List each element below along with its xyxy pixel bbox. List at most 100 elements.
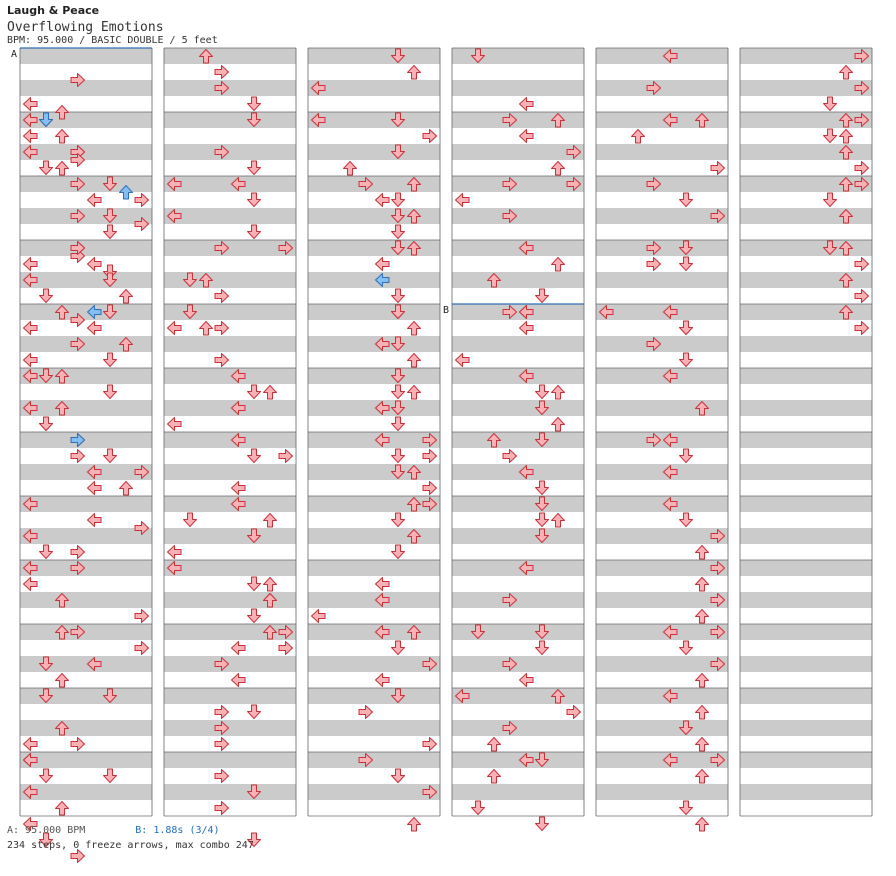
step-arrow-down-icon: [103, 208, 117, 223]
step-arrow-right-icon: [710, 209, 725, 223]
step-arrow-right-icon: [358, 705, 373, 719]
bpm-legend: A: 95.000 BPM B: 1.88s (3/4): [7, 825, 220, 836]
beat-stripe: [308, 496, 440, 512]
step-arrow-down-icon: [391, 768, 405, 783]
beat-stripe: [164, 112, 296, 128]
beat-stripe: [596, 400, 728, 416]
step-arrow-down-icon: [679, 192, 693, 207]
beat-stripe: [452, 208, 584, 224]
step-arrow-up-icon: [119, 185, 133, 200]
step-arrow-down-icon: [391, 640, 405, 655]
beat-stripe: [20, 272, 152, 288]
step-arrow-up-icon: [407, 209, 421, 224]
step-arrow-up-icon: [695, 705, 709, 720]
beat-stripe: [308, 336, 440, 352]
beat-stripe: [596, 560, 728, 576]
beat-stripe: [20, 80, 152, 96]
step-arrow-down-icon: [535, 496, 549, 511]
step-arrow-down-icon: [39, 688, 53, 703]
beat-stripe: [308, 720, 440, 736]
step-arrow-left-icon: [663, 49, 678, 63]
step-arrow-right-icon: [502, 721, 517, 735]
step-arrow-right-icon: [854, 113, 869, 127]
step-arrow-left-icon: [519, 673, 534, 687]
beat-stripe: [164, 496, 296, 512]
step-arrow-up-icon: [839, 129, 853, 144]
step-arrow-left-icon: [375, 257, 390, 271]
step-arrow-right-icon: [134, 521, 149, 535]
step-arrow-up-icon: [263, 593, 277, 608]
beat-stripe: [596, 688, 728, 704]
beat-stripe: [308, 368, 440, 384]
step-arrow-left-icon: [87, 657, 102, 671]
step-arrow-left-icon: [519, 129, 534, 143]
step-arrow-down-icon: [247, 576, 261, 591]
beat-stripe: [308, 240, 440, 256]
beat-stripe: [20, 144, 152, 160]
beat-stripe: [740, 48, 872, 64]
step-arrow-left-icon: [375, 577, 390, 591]
step-arrow-right-icon: [646, 433, 661, 447]
step-arrow-right-icon: [502, 449, 517, 463]
step-arrow-left-icon: [23, 737, 38, 751]
step-arrow-left-icon: [23, 321, 38, 335]
step-arrow-down-icon: [391, 448, 405, 463]
beat-stripe: [164, 592, 296, 608]
step-arrow-up-icon: [839, 65, 853, 80]
beat-stripe: [20, 368, 152, 384]
step-arrow-left-icon: [375, 273, 390, 287]
chart-info: BPM: 95.000 / BASIC DOUBLE / 5 feet: [7, 35, 218, 46]
beat-stripe: [164, 80, 296, 96]
step-arrow-down-icon: [39, 288, 53, 303]
beat-stripe: [596, 624, 728, 640]
step-arrow-right-icon: [502, 593, 517, 607]
beat-stripe: [740, 624, 872, 640]
bpm-marker-label-b: B: [443, 305, 449, 316]
beat-stripe: [164, 720, 296, 736]
step-arrow-right-icon: [646, 241, 661, 255]
beat-stripe: [596, 432, 728, 448]
step-arrow-left-icon: [663, 369, 678, 383]
step-arrow-down-icon: [247, 832, 261, 847]
step-arrow-left-icon: [23, 529, 38, 543]
beat-stripe: [452, 48, 584, 64]
step-arrow-left-icon: [519, 241, 534, 255]
step-arrow-down-icon: [823, 128, 837, 143]
beat-stripe: [596, 176, 728, 192]
step-arrow-down-icon: [535, 384, 549, 399]
beat-stripe: [452, 176, 584, 192]
step-arrow-right-icon: [502, 177, 517, 191]
step-arrow-down-icon: [823, 192, 837, 207]
step-arrow-down-icon: [247, 784, 261, 799]
beat-stripe: [452, 720, 584, 736]
step-arrow-down-icon: [247, 112, 261, 127]
step-arrow-up-icon: [119, 289, 133, 304]
step-arrow-up-icon: [487, 273, 501, 288]
beat-stripe: [164, 208, 296, 224]
step-arrow-right-icon: [70, 241, 85, 255]
step-arrow-right-icon: [214, 81, 229, 95]
step-arrow-right-icon: [502, 657, 517, 671]
step-arrow-up-icon: [407, 497, 421, 512]
beat-stripe: [740, 528, 872, 544]
step-arrow-left-icon: [23, 785, 38, 799]
step-arrow-left-icon: [23, 273, 38, 287]
step-arrow-left-icon: [663, 497, 678, 511]
beat-stripe: [20, 496, 152, 512]
step-arrow-right-icon: [70, 73, 85, 87]
step-arrow-left-icon: [231, 481, 246, 495]
step-arrow-right-icon: [278, 449, 293, 463]
beat-stripe: [452, 496, 584, 512]
step-arrow-up-icon: [407, 385, 421, 400]
step-arrow-left-icon: [375, 337, 390, 351]
beat-stripe: [740, 688, 872, 704]
beat-stripe: [308, 112, 440, 128]
step-arrow-down-icon: [535, 480, 549, 495]
step-arrow-down-icon: [391, 192, 405, 207]
beat-stripe: [596, 208, 728, 224]
step-arrow-down-icon: [679, 720, 693, 735]
step-arrow-up-icon: [55, 105, 69, 120]
step-arrow-right-icon: [358, 753, 373, 767]
step-arrow-left-icon: [375, 433, 390, 447]
beat-stripe: [740, 80, 872, 96]
